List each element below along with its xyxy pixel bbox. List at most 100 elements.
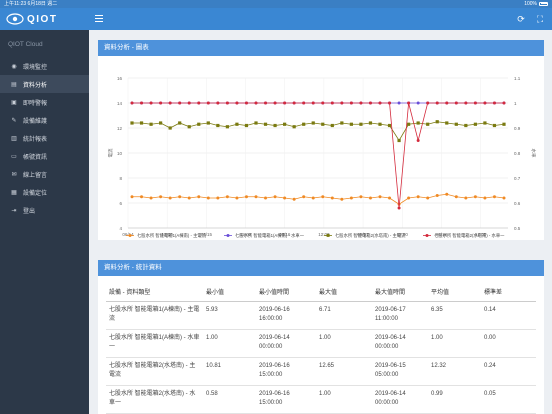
data-point — [139, 121, 144, 125]
y-left-tick-label: 12 — [117, 126, 123, 131]
alert-icon: ▣ — [11, 99, 17, 106]
data-point — [263, 122, 268, 126]
sidebar-item-label: 即時警報 — [23, 100, 48, 107]
data-point — [254, 121, 258, 125]
sidebar-item-logout[interactable]: ⇥ 登出 — [0, 201, 89, 219]
data-point — [130, 121, 134, 125]
sidebar-item-alert[interactable]: ▣ 即時警報 — [0, 93, 89, 111]
sidebar-item-label: 環境監控 — [23, 64, 48, 71]
legend-label: 七股水所 智能電箱2(水塔南) - 主電流 — [335, 232, 406, 239]
column-header[interactable]: 最大值 — [316, 283, 372, 302]
sidebar-item-location[interactable]: ▦ 設備定位 — [0, 183, 89, 201]
y-left-tick-label: 10 — [117, 151, 123, 156]
data-point — [159, 121, 163, 125]
fullscreen-icon[interactable]: ⛶ — [536, 14, 544, 24]
sidebar-item-label: 線上留言 — [23, 172, 48, 179]
sidebar-item-label: 資料分析 — [23, 82, 48, 89]
data-point — [273, 195, 277, 199]
data-point — [502, 122, 506, 126]
data-point — [368, 121, 373, 125]
data-point — [473, 122, 477, 126]
y-left-tick-label: 14 — [117, 101, 123, 106]
data-point — [340, 101, 344, 105]
series-line — [132, 193, 505, 205]
data-point — [216, 123, 220, 128]
data-point — [197, 122, 201, 126]
data-point — [321, 195, 325, 199]
x-tick-label: 12:00 — [475, 232, 487, 237]
data-point — [197, 195, 201, 199]
data-point — [206, 101, 210, 105]
logo-text: QIOT — [27, 13, 58, 25]
data-point — [283, 196, 287, 200]
cell-name: 七股水所 智能電箱2(水塔南) - 水車一 — [106, 385, 203, 414]
cell-name: 七股水所 智能電箱1(A棟南) - 水車一 — [106, 329, 203, 358]
data-point — [387, 123, 392, 128]
legend-marker — [226, 234, 230, 237]
legend-marker — [326, 233, 330, 237]
column-header[interactable]: 最小值 — [203, 283, 256, 302]
cell-std: 0.24 — [481, 357, 536, 386]
data-point — [407, 101, 411, 105]
x-tick-label: 06/17 — [357, 232, 369, 237]
data-point — [435, 194, 439, 197]
cell-max: 1.00 — [316, 385, 372, 414]
cell-min-time: 2019-06-16 15:00:00 — [256, 357, 316, 386]
menu-toggle-button[interactable] — [95, 15, 103, 22]
x-tick-label: 12:00 — [397, 232, 409, 237]
column-header[interactable]: 最大值時間 — [372, 283, 428, 302]
data-point — [254, 195, 258, 199]
data-point — [321, 122, 325, 126]
sidebar-item-message[interactable]: ✉ 線上留言 — [0, 165, 89, 183]
data-point — [321, 101, 325, 105]
y-left-tick-label: 8 — [119, 176, 122, 181]
data-point — [187, 196, 191, 200]
legend-label: 七股水所 智能電箱1(A棟南) - 水車一 — [235, 232, 305, 239]
legend-label: 七股水所 智能電箱2(水塔南) - 水車一 — [434, 232, 505, 239]
data-point — [397, 138, 401, 143]
legend-marker — [425, 234, 429, 237]
data-point — [454, 195, 458, 199]
refresh-icon[interactable]: ⟳ — [517, 14, 525, 24]
data-point — [502, 196, 506, 200]
data-point — [311, 121, 315, 125]
y-right-tick-label: 0.6 — [514, 201, 521, 206]
data-point — [368, 196, 372, 200]
data-point — [464, 123, 468, 128]
x-tick-label: 12:00 — [240, 232, 252, 237]
sidebar-item-report[interactable]: ▥ 統計報表 — [0, 129, 89, 147]
sidebar-item-label: 統計報表 — [23, 136, 48, 143]
data-point — [454, 122, 458, 126]
sidebar: QIOT Cloud ◉ 環境監控 ▤ 資料分析 ▣ 即時警報 ✎ 設備維護 ▥ 統計報表 ▭ 帳號資… — [0, 30, 89, 414]
sidebar-item-chart[interactable]: ▤ 資料分析 — [0, 75, 89, 93]
sidebar-item-user[interactable]: ▭ 帳號資訊 — [0, 147, 89, 165]
column-header[interactable]: 最小值時間 — [256, 283, 316, 302]
data-point — [340, 121, 344, 125]
data-point — [397, 206, 401, 210]
legend-marker — [128, 234, 132, 237]
sidebar-item-wrench[interactable]: ✎ 設備維護 — [0, 111, 89, 129]
column-header[interactable]: 平均值 — [428, 283, 481, 302]
chart-panel-title: 資料分析 - 圖表 — [98, 40, 544, 56]
data-point — [483, 101, 487, 105]
column-header[interactable]: 設備 - 資料類型 — [106, 283, 203, 302]
chart-icon: ▤ — [11, 81, 17, 88]
column-header[interactable]: 標準差 — [481, 283, 536, 302]
y-right-tick-label: 1 — [514, 101, 517, 106]
data-point — [235, 122, 239, 126]
data-point — [292, 125, 296, 129]
data-point — [225, 101, 229, 105]
data-point — [187, 101, 191, 105]
app-logo[interactable]: QIOT — [6, 12, 57, 26]
cell-max: 12.65 — [316, 357, 372, 386]
y-left-axis-label: 電流 — [107, 148, 114, 157]
data-point — [359, 122, 363, 126]
data-point — [130, 101, 134, 105]
cell-min-time: 2019-06-16 16:00:00 — [256, 301, 316, 330]
sidebar-item-eye[interactable]: ◉ 環境監控 — [0, 57, 89, 75]
data-point — [168, 126, 172, 130]
data-point — [416, 139, 420, 142]
sidebar-item-label: 設備定位 — [23, 190, 48, 197]
stats-panel-title: 資料分析 - 統計資料 — [98, 260, 544, 276]
cell-name: 七股水所 智能電箱1(A棟南) - 主電流 — [106, 301, 203, 330]
